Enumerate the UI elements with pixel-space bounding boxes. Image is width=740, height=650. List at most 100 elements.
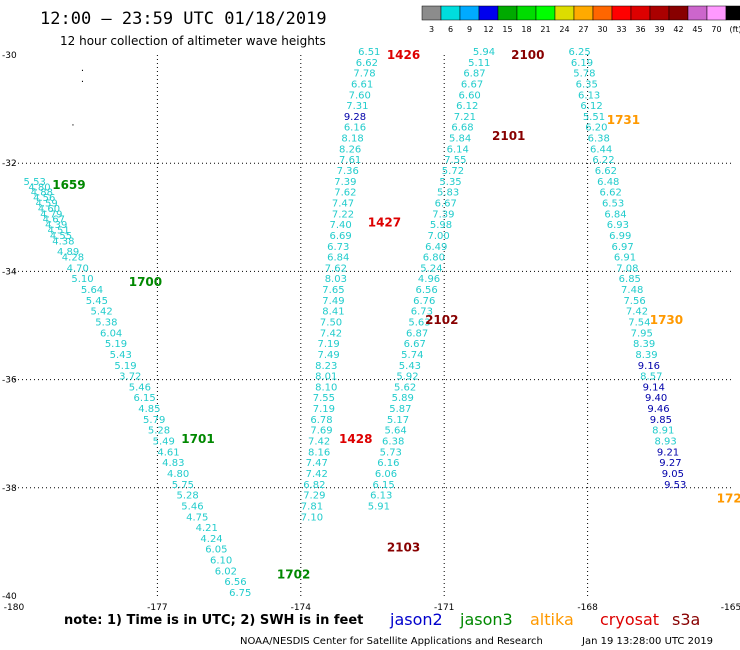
wave-height-value: 6.20 xyxy=(585,123,607,134)
wave-height-value: 8.57 xyxy=(640,372,662,383)
wave-height-value: 5.64 xyxy=(384,426,406,437)
wave-height-value: 4.55 xyxy=(50,231,72,242)
wave-height-value: 7.61 xyxy=(339,155,361,166)
wave-height-value: 6.84 xyxy=(327,253,349,264)
wave-height-value: 6.48 xyxy=(597,177,619,188)
wave-height-value: 9.40 xyxy=(645,393,667,404)
wave-height-value: 5.74 xyxy=(401,350,423,361)
land-marker: . xyxy=(81,63,84,74)
colorbar-label: 39 xyxy=(654,25,664,34)
wave-height-value: 5.46 xyxy=(181,501,203,512)
wave-height-value: 6.61 xyxy=(351,79,373,90)
wave-height-value: 4.61 xyxy=(157,447,179,458)
wave-height-value: 5.24 xyxy=(420,263,442,274)
wave-height-value: 7.19 xyxy=(313,404,335,415)
wave-height-value: 4.67 xyxy=(43,215,65,226)
wave-height-value: 7.42 xyxy=(308,437,330,448)
wave-height-value: 6.13 xyxy=(370,491,392,502)
wave-height-value: 7.69 xyxy=(310,426,332,437)
wave-height-value: 6.67 xyxy=(404,339,426,350)
wave-height-value: 7.00 xyxy=(427,231,449,242)
colorbar-label: 30 xyxy=(597,25,607,34)
wave-height-value: 5.28 xyxy=(177,491,199,502)
colorbar-label: 33 xyxy=(616,25,626,34)
wave-height-value: 5.46 xyxy=(129,382,151,393)
colorbar-swatch xyxy=(592,5,613,21)
wave-height-value: 5.43 xyxy=(399,361,421,372)
wave-height-value: 9.27 xyxy=(659,458,681,469)
wave-height-value: 5.94 xyxy=(473,47,495,58)
wave-height-value: 6.51 xyxy=(358,47,380,58)
colorbar-label: 70 xyxy=(711,25,721,34)
x-tick-label: -177 xyxy=(147,603,167,613)
wave-height-value: 7.65 xyxy=(322,285,344,296)
wave-height-value: 6.56 xyxy=(416,285,438,296)
land-markers: ... xyxy=(71,63,84,128)
y-axis-ticks: -30 -32 -34 -36 -38 -40 xyxy=(2,51,17,602)
x-tick-label: -165 xyxy=(721,603,740,613)
wave-height-value: 6.62 xyxy=(356,58,378,69)
wave-height-value: 6.06 xyxy=(375,469,397,480)
wave-height-value: 6.49 xyxy=(425,242,447,253)
wave-height-value: 6.04 xyxy=(100,328,122,339)
wave-height-value: 4.21 xyxy=(196,523,218,534)
wave-height-value: 6.16 xyxy=(344,123,366,134)
satellite-legend-jason3: jason3 xyxy=(459,610,513,629)
wave-height-value: 6.85 xyxy=(619,274,641,285)
colorbar-label: 24 xyxy=(559,25,569,34)
wave-height-value: 6.67 xyxy=(435,198,457,209)
wave-height-value: 7.50 xyxy=(320,318,342,329)
wave-height-value: 4.85 xyxy=(138,404,160,415)
wave-height-value: 6.02 xyxy=(215,566,237,577)
x-tick-label: -174 xyxy=(291,603,312,613)
wave-height-value: 6.75 xyxy=(229,588,251,599)
wave-height-value: 6.87 xyxy=(463,69,485,80)
wave-height-value: 6.05 xyxy=(205,545,227,556)
pass-time-label: 1700 xyxy=(129,275,162,289)
wave-height-value: 5.43 xyxy=(110,350,132,361)
wave-height-value: 7.56 xyxy=(623,296,645,307)
wave-height-value: 4.79 xyxy=(40,209,62,220)
pass-time-label: 2101 xyxy=(492,129,525,143)
wave-height-value: 7.22 xyxy=(332,209,354,220)
wave-height-value: 9.46 xyxy=(647,404,669,415)
wave-height-value: 6.73 xyxy=(411,307,433,318)
footer-note: note: 1) Time is in UTC; 2) SWH is in fe… xyxy=(64,613,363,628)
colorbar-swatch xyxy=(668,5,689,21)
colorbar-swatch xyxy=(459,5,480,21)
wave-height-value: 7.36 xyxy=(337,166,359,177)
footer-timestamp: Jan 19 13:28:00 UTC 2019 xyxy=(581,636,713,647)
satellite-legend-s3a: s3a xyxy=(672,610,700,629)
wave-height-value: 7.42 xyxy=(320,328,342,339)
wave-height-value: 7.42 xyxy=(626,307,648,318)
wave-height-value: 6.60 xyxy=(459,90,481,101)
wave-height-value: 7.95 xyxy=(631,328,653,339)
wave-height-value: 9.28 xyxy=(344,112,366,123)
wave-height-value: 6.15 xyxy=(134,393,156,404)
wave-height-value: 9.53 xyxy=(664,480,686,491)
wave-height-value: 4.28 xyxy=(62,253,84,264)
wave-height-value: 7.39 xyxy=(334,177,356,188)
wave-height-value: 5.78 xyxy=(573,69,595,80)
wave-height-value: 5.75 xyxy=(172,480,194,491)
colorbar-swatch xyxy=(554,5,575,21)
wave-height-value: 4.83 xyxy=(162,458,184,469)
colorbar-swatch xyxy=(630,5,651,21)
wave-height-value: 9.14 xyxy=(643,382,665,393)
pass-time-labels: 1659 1700 1701 1702 1426 1427 1428 2100 2101 2102… xyxy=(52,48,740,581)
wave-height-value: 6.22 xyxy=(592,155,614,166)
pass-time-label: 1702 xyxy=(277,567,310,581)
wave-height-value: 6.78 xyxy=(310,415,332,426)
pass-time-label: 1426 xyxy=(387,48,420,62)
footer-credit: NOAA/NESDIS Center for Satellite Applica… xyxy=(240,636,543,647)
colorbar-swatch xyxy=(440,5,461,21)
wave-height-value: 7.55 xyxy=(444,155,466,166)
wave-height-value: 9.16 xyxy=(638,361,660,372)
pass-time-label: 1731 xyxy=(607,113,640,127)
wave-height-value: 7.49 xyxy=(322,296,344,307)
wave-height-value: 6.69 xyxy=(329,231,351,242)
wave-height-value: 5.73 xyxy=(380,447,402,458)
wave-height-value: 9.21 xyxy=(657,447,679,458)
pass-time-label: 1428 xyxy=(339,432,372,446)
